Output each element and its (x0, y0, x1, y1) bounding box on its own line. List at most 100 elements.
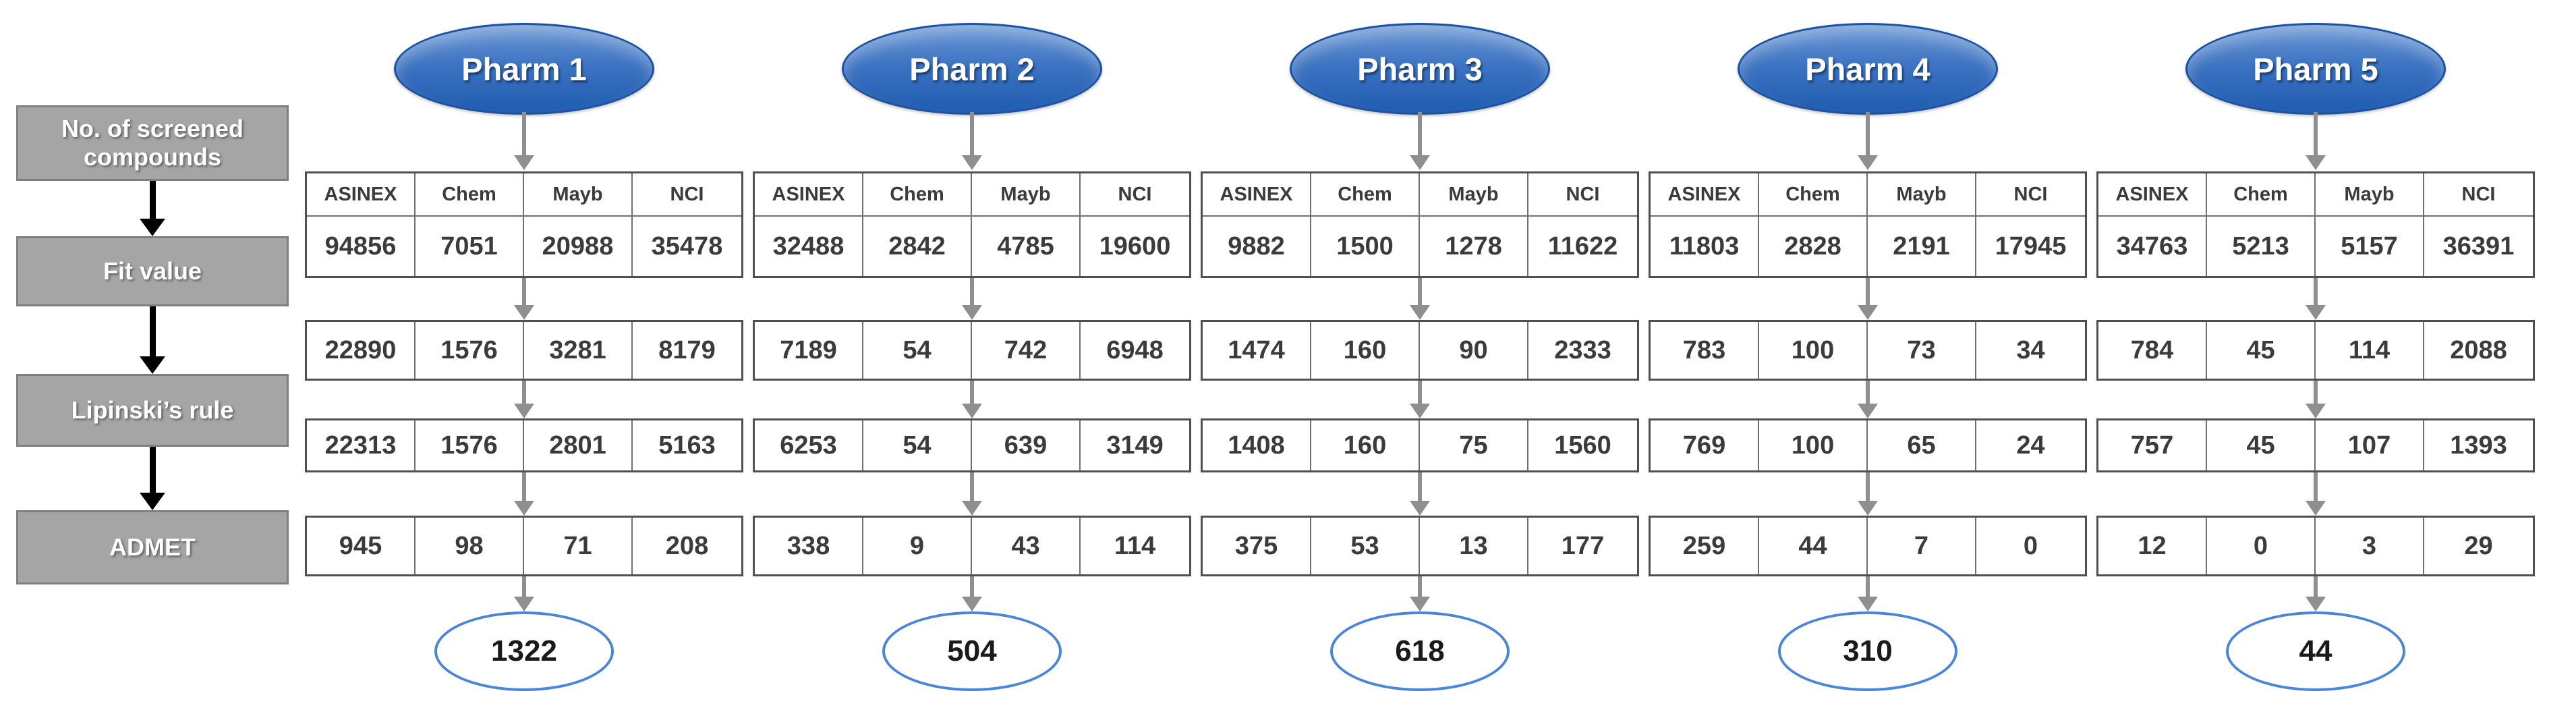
value-cell: 75 (1420, 420, 1528, 470)
value-cell: 44 (1759, 518, 1868, 574)
pharm-columns: Pharm 1 ASINEX Chem Mayb NCI 94856 7051 … (305, 0, 2535, 710)
value-cell: 2801 (524, 420, 633, 470)
value-cell: 98 (416, 518, 524, 574)
value-cell: 12 (2098, 518, 2207, 574)
value-cell: 22313 (307, 420, 416, 470)
value-cell: 34763 (2098, 217, 2207, 276)
value-cell: 8179 (658, 335, 716, 364)
value-cell: 1500 (1311, 217, 1420, 276)
db-header-cell: Chem (1311, 173, 1420, 217)
db-header-cell: ASINEX (1651, 173, 1759, 217)
pharm-node-label: Pharm 3 (1357, 51, 1483, 87)
value-cell: 742 (972, 322, 1081, 379)
step-label: ADMET (109, 532, 196, 561)
db-header-cell: ASINEX (307, 173, 416, 217)
pharm-column-5: Pharm 5 ASINEX Chem Mayb NCI 34763 5213 … (2096, 0, 2535, 710)
value-cell: 54 (863, 322, 972, 379)
value-cell: 5163 (658, 431, 716, 460)
screened-counts-table: ASINEX Chem Mayb NCI 9882 1500 1278 1162… (1201, 171, 1639, 278)
value-cell: 769 (1651, 420, 1759, 470)
value-cell: 54 (863, 420, 972, 470)
db-header-cell: Chem (416, 173, 524, 217)
value-cell: 259 (1651, 518, 1759, 574)
fit-value-table: 783 100 73 34 (1649, 320, 2087, 381)
value-cell: 2088 (2450, 335, 2507, 364)
db-header-cell: Chem (863, 173, 972, 217)
step-admet: ADMET (16, 510, 289, 584)
pharm-node-label: Pharm 1 (461, 51, 587, 87)
value-cell: 6253 (755, 420, 863, 470)
pharm-node-label: Pharm 5 (2253, 51, 2378, 87)
value-cell: 3281 (524, 322, 633, 379)
value-cell: 13 (1420, 518, 1528, 574)
value-cell: 6948 (1106, 335, 1164, 364)
total-hits-label: 310 (1843, 634, 1893, 667)
value-cell: 160 (1311, 322, 1420, 379)
pharm-node: Pharm 2 (842, 23, 1102, 115)
value-cell: 1474 (1203, 322, 1311, 379)
value-cell: 2191 (1868, 217, 1976, 276)
value-cell: 1278 (1420, 217, 1528, 276)
value-cell: 53 (1311, 518, 1420, 574)
pharm-column-3: Pharm 3 ASINEX Chem Mayb NCI 9882 1500 1… (1201, 0, 1639, 710)
total-hits-label: 504 (947, 634, 997, 667)
total-hits-label: 44 (2299, 634, 2332, 667)
value-cell: 65 (1868, 420, 1976, 470)
value-cell: 29 (2464, 531, 2493, 560)
step-screened-compounds: No. of screened compounds (16, 105, 289, 181)
admet-table: 945 98 71 208 (305, 516, 743, 576)
value-cell: 2333 (1554, 335, 1611, 364)
lipinski-table: 1408 160 75 1560 (1201, 418, 1639, 472)
value-cell: 32488 (755, 217, 863, 276)
value-cell: 784 (2098, 322, 2207, 379)
fit-value-table: 7189 54 742 6948 (753, 320, 1191, 381)
value-cell: 11622 (1547, 231, 1618, 261)
value-cell: 3149 (1106, 431, 1164, 460)
value-cell: 0 (2207, 518, 2316, 574)
value-cell: 757 (2098, 420, 2207, 470)
screened-counts-table: ASINEX Chem Mayb NCI 94856 7051 20988 35… (305, 171, 743, 278)
db-header-cell: NCI (1081, 173, 1189, 217)
pharm-node-label: Pharm 4 (1805, 51, 1930, 87)
step-label: Lipinski’s rule (71, 395, 234, 424)
pharm-node: Pharm 4 (1738, 23, 1998, 115)
lipinski-table: 757 45 107 1393 (2096, 418, 2535, 472)
total-hits-node: 44 (2226, 611, 2405, 691)
admet-table: 12 0 3 29 (2096, 516, 2535, 576)
value-cell: 9882 (1203, 217, 1311, 276)
fit-value-table: 22890 1576 3281 8179 (305, 320, 743, 381)
value-cell: 19600 (1099, 231, 1171, 261)
lipinski-table: 6253 54 639 3149 (753, 418, 1191, 472)
value-cell: 2842 (863, 217, 972, 276)
value-cell: 3 (2316, 518, 2424, 574)
pharm-node: Pharm 5 (2185, 23, 2446, 115)
admet-table: 375 53 13 177 (1201, 516, 1639, 576)
db-header-cell: NCI (1528, 173, 1637, 217)
value-cell: 90 (1420, 322, 1528, 379)
value-cell: 45 (2207, 322, 2316, 379)
value-cell: 4785 (972, 217, 1081, 276)
db-header-cell: Mayb (524, 173, 633, 217)
db-header-cell: Mayb (1420, 173, 1528, 217)
db-header-cell: NCI (633, 173, 741, 217)
value-cell: 100 (1759, 420, 1868, 470)
value-cell: 7 (1868, 518, 1976, 574)
lipinski-table: 769 100 65 24 (1649, 418, 2087, 472)
value-cell: 7189 (755, 322, 863, 379)
value-cell: 71 (524, 518, 633, 574)
value-cell: 0 (2023, 531, 2038, 560)
value-cell: 2828 (1759, 217, 1868, 276)
pharm-column-4: Pharm 4 ASINEX Chem Mayb NCI 11803 2828 … (1649, 0, 2087, 710)
admet-table: 259 44 7 0 (1649, 516, 2087, 576)
step-fit-value: Fit value (16, 236, 289, 306)
value-cell: 94856 (307, 217, 416, 276)
screened-counts-table: ASINEX Chem Mayb NCI 11803 2828 2191 179… (1649, 171, 2087, 278)
value-cell: 9 (863, 518, 972, 574)
pharm-node: Pharm 3 (1290, 23, 1550, 115)
db-header-cell: ASINEX (2098, 173, 2207, 217)
value-cell: 1576 (416, 420, 524, 470)
value-cell: 375 (1203, 518, 1311, 574)
value-cell: 107 (2316, 420, 2424, 470)
value-cell: 639 (972, 420, 1081, 470)
